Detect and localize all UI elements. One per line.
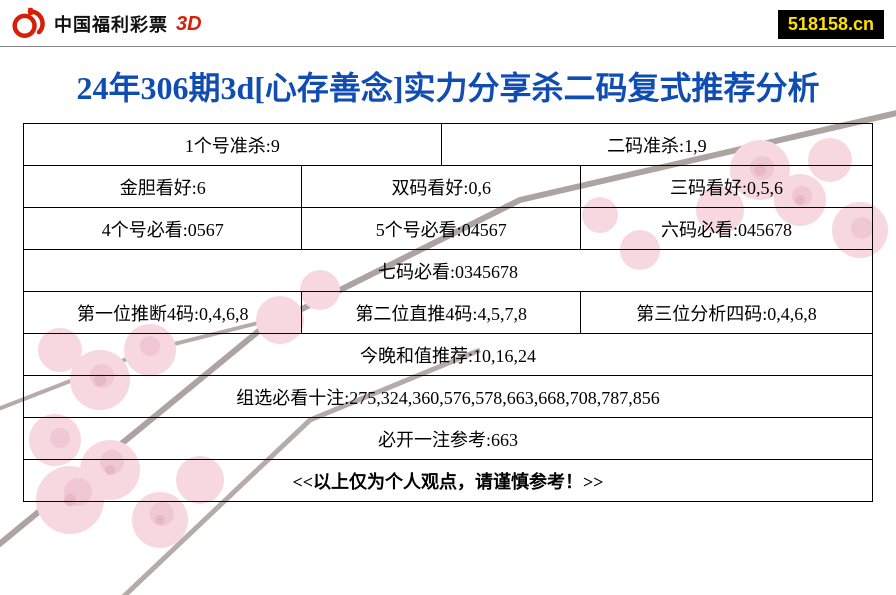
- table-row: <<以上仅为个人观点，请谨慎参考！>>: [24, 460, 873, 502]
- table-cell: 必开一注参考:663: [24, 418, 873, 460]
- table-cell: 双码看好:0,6: [302, 166, 580, 208]
- table-row: 第一位推断4码:0,4,6,8第二位直推4码:4,5,7,8第三位分析四码:0,…: [24, 292, 873, 334]
- table-cell: 组选必看十注:275,324,360,576,578,663,668,708,7…: [24, 376, 873, 418]
- table-row: 今晚和值推荐:10,16,24: [24, 334, 873, 376]
- lottery-logo-icon: [12, 6, 48, 42]
- page-title: 24年306期3d[心存善念]实力分享杀二码复式推荐分析: [0, 47, 896, 123]
- table-cell: 第一位推断4码:0,4,6,8: [24, 292, 302, 334]
- table-row: 金胆看好:6双码看好:0,6三码看好:0,5,6: [24, 166, 873, 208]
- table-row: 1个号准杀:9二码准杀:1,9: [24, 124, 873, 166]
- table-row: 4个号必看:05675个号必看:04567六码必看:045678: [24, 208, 873, 250]
- table-cell: 二码准杀:1,9: [441, 124, 872, 166]
- table-cell: 七码必看:0345678: [24, 250, 873, 292]
- table-cell: 第三位分析四码:0,4,6,8: [580, 292, 872, 334]
- table-row: 组选必看十注:275,324,360,576,578,663,668,708,7…: [24, 376, 873, 418]
- header: 中国福利彩票 3D 518158.cn: [0, 0, 896, 47]
- table-cell: 5个号必看:04567: [302, 208, 580, 250]
- table-cell: 今晚和值推荐:10,16,24: [24, 334, 873, 376]
- table-row: 七码必看:0345678: [24, 250, 873, 292]
- prediction-table: 1个号准杀:9二码准杀:1,9金胆看好:6双码看好:0,6三码看好:0,5,64…: [23, 123, 873, 502]
- table-cell: 4个号必看:0567: [24, 208, 302, 250]
- brand-text: 中国福利彩票: [54, 11, 168, 37]
- table-cell: 六码必看:045678: [580, 208, 872, 250]
- table-cell: <<以上仅为个人观点，请谨慎参考！>>: [24, 460, 873, 502]
- table-cell: 三码看好:0,5,6: [580, 166, 872, 208]
- site-badge: 518158.cn: [778, 10, 884, 39]
- table-row: 必开一注参考:663: [24, 418, 873, 460]
- table-cell: 1个号准杀:9: [24, 124, 442, 166]
- table-cell: 金胆看好:6: [24, 166, 302, 208]
- table-cell: 第二位直推4码:4,5,7,8: [302, 292, 580, 334]
- brand-logo: 中国福利彩票 3D: [12, 6, 202, 42]
- brand-3d-suffix: 3D: [176, 13, 202, 36]
